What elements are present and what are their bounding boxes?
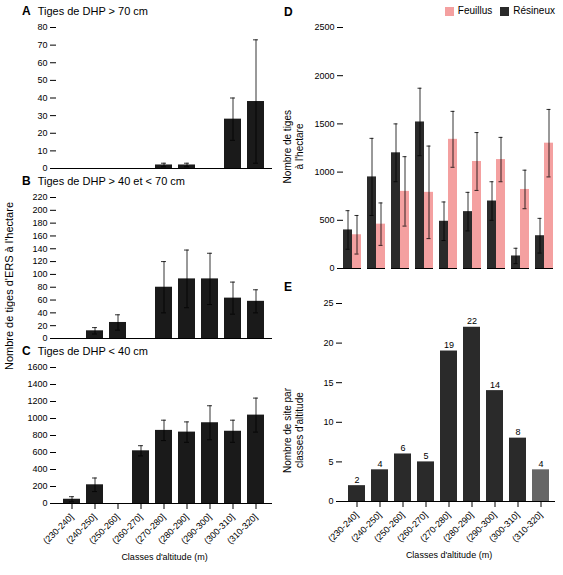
svg-text:(240-250]: (240-250] [349,509,384,544]
svg-text:(250-260]: (250-260] [87,511,122,546]
svg-text:4: 4 [377,459,382,469]
html-text:C: C [22,344,31,358]
svg-text:800: 800 [32,430,47,440]
svg-text:0: 0 [42,163,47,173]
svg-text:50: 50 [37,75,47,85]
svg-text:20: 20 [323,338,333,348]
svg-text:22: 22 [467,316,477,326]
svg-text:600: 600 [32,447,47,457]
svg-text:20: 20 [37,128,47,138]
svg-text:70: 70 [37,40,47,50]
svg-text:(260-270]: (260-270] [110,511,145,546]
svg-text:15: 15 [323,378,333,388]
svg-text:0: 0 [42,333,47,343]
svg-text:400: 400 [32,464,47,474]
svg-text:Classes d'altitude (m): Classes d'altitude (m) [406,550,492,560]
svg-text:200: 200 [32,205,47,215]
svg-text:(310-320]: (310-320] [225,512,259,546]
svg-text:220: 220 [32,192,47,202]
svg-text:20: 20 [37,321,47,331]
svg-text:(280-290]: (280-290] [156,511,191,546]
html-text:B: B [22,174,31,188]
svg-text:80: 80 [37,282,47,292]
svg-text:60: 60 [37,58,47,68]
svg-text:0: 0 [328,496,333,506]
svg-text:0: 0 [42,498,47,508]
html-text:Tiges de DHP > 40 et < 70 cm: Tiges de DHP > 40 et < 70 cm [37,175,185,187]
html-text:Nombre de tiges d'ERS à l'hect: Nombre de tiges d'ERS à l'hectare [3,202,15,371]
svg-text:1200: 1200 [27,396,47,406]
svg-text:100: 100 [32,269,47,279]
html-text:Nombre de site par classes d'a: Nombre de site par classes d'altitude [282,388,305,474]
svg-text:(260-270]: (260-270] [395,509,430,544]
svg-text:10: 10 [37,146,47,156]
svg-text:2500: 2500 [314,22,334,32]
svg-text:40: 40 [37,308,47,318]
html-text:A: A [22,4,31,18]
svg-text:(230-240]: (230-240] [326,509,361,544]
svg-text:5: 5 [328,457,333,467]
svg-text:(290-300]: (290-300] [179,511,214,546]
html-text:Nombre de tiges à l'hectare: Nombre de tiges à l'hectare [282,109,305,184]
svg-text:40: 40 [37,93,47,103]
svg-text:1600: 1600 [27,362,47,372]
svg-text:(230-240]: (230-240] [41,511,76,546]
svg-text:14: 14 [490,380,500,390]
svg-text:120: 120 [32,256,47,266]
svg-text:(280-290]: (280-290] [441,509,476,544]
html-text:Feuillus: Feuillus [457,5,493,16]
svg-text:180: 180 [32,218,47,228]
html-text:D: D [284,4,293,19]
html-text:Tiges de DHP < 40 cm: Tiges de DHP < 40 cm [37,345,148,357]
svg-text:1000: 1000 [27,413,47,423]
svg-text:4: 4 [538,459,543,469]
svg-text:(290-300]: (290-300] [464,509,499,544]
svg-text:2000: 2000 [314,71,334,81]
svg-text:200: 200 [32,481,47,491]
svg-text:(240-250]: (240-250] [64,511,99,546]
html-text:E: E [284,280,292,294]
svg-text:30: 30 [37,111,47,121]
svg-text:Classes d'altitude (m): Classes d'altitude (m) [121,552,207,562]
svg-text:6: 6 [400,443,405,453]
svg-text:1500: 1500 [314,119,334,129]
svg-text:(310-320]: (310-320] [510,510,544,544]
svg-text:160: 160 [32,231,47,241]
svg-text:80: 80 [37,22,47,32]
html-text:Tiges de DHP > 70 cm: Tiges de DHP > 70 cm [37,5,148,17]
svg-text:0: 0 [329,263,334,273]
svg-text:8: 8 [515,427,520,437]
svg-text:10: 10 [323,417,333,427]
svg-text:1400: 1400 [27,379,47,389]
svg-text:(300-310]: (300-310] [487,509,522,544]
svg-text:500: 500 [319,215,334,225]
svg-text:2: 2 [354,475,359,485]
svg-text:(270-280]: (270-280] [418,509,453,544]
svg-text:5: 5 [423,451,428,461]
svg-text:(270-280]: (270-280] [133,511,168,546]
svg-text:25: 25 [323,298,333,308]
svg-text:60: 60 [37,295,47,305]
svg-text:(300-310]: (300-310] [202,511,237,546]
svg-text:1000: 1000 [314,167,334,177]
svg-text:19: 19 [444,340,454,350]
html-text:Résineux: Résineux [513,5,555,16]
svg-text:(250-260]: (250-260] [372,509,407,544]
svg-text:140: 140 [32,244,47,254]
